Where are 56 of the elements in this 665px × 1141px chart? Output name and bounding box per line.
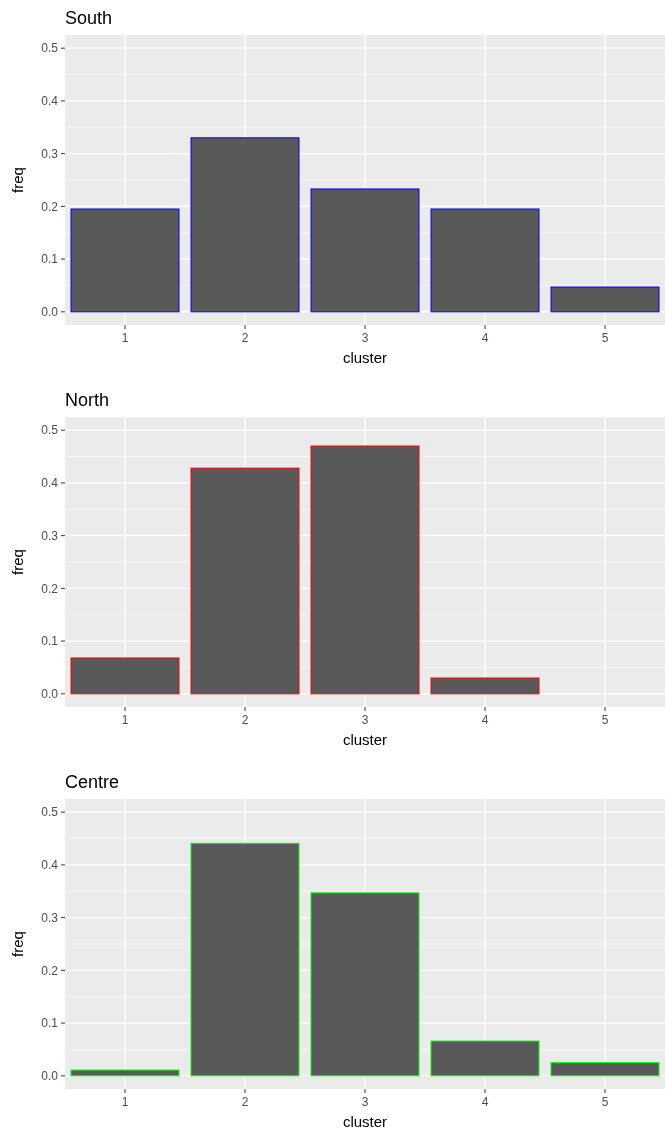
x-tick-label: 3 — [361, 331, 369, 345]
bar — [190, 467, 300, 695]
y-axis-title: freq — [9, 931, 26, 957]
x-tick-label: 3 — [361, 713, 369, 727]
y-tick-label: 0.0 — [41, 687, 59, 702]
bar — [430, 677, 540, 695]
bar — [550, 1062, 660, 1077]
y-tick-label: 0.2 — [41, 199, 59, 214]
bar — [430, 1040, 540, 1077]
x-tick-label: 2 — [241, 331, 249, 345]
y-tick-label: 0.4 — [41, 94, 59, 109]
bar — [190, 842, 300, 1077]
x-tick-label: 2 — [241, 713, 249, 727]
y-axis-title: freq — [9, 167, 26, 193]
x-tick-label: 5 — [601, 331, 609, 345]
x-tick-label: 1 — [121, 1095, 129, 1109]
bar — [310, 892, 420, 1077]
x-tick-label: 3 — [361, 1095, 369, 1109]
x-tick-label: 4 — [481, 713, 489, 727]
bar — [310, 188, 420, 313]
bar — [70, 657, 180, 695]
y-tick-label: 0.3 — [41, 910, 59, 925]
y-tick-label: 0.2 — [41, 963, 59, 978]
x-tick-label: 1 — [121, 331, 129, 345]
x-axis-title: cluster — [342, 349, 388, 366]
x-axis-title: cluster — [342, 1113, 388, 1130]
chart-title: North — [65, 390, 110, 410]
bar — [70, 1069, 180, 1077]
y-tick-label: 0.5 — [41, 805, 59, 820]
y-tick-label: 0.1 — [41, 634, 59, 649]
y-tick-label: 0.4 — [41, 858, 59, 873]
y-tick-label: 0.3 — [41, 146, 59, 161]
y-tick-label: 0.0 — [41, 305, 59, 320]
chart-title: South — [65, 8, 113, 28]
x-tick-label: 4 — [481, 331, 489, 345]
y-tick-label: 0.1 — [41, 1016, 59, 1031]
bar — [70, 208, 180, 313]
x-tick-label: 5 — [601, 713, 609, 727]
y-tick-label: 0.3 — [41, 528, 59, 543]
y-tick-label: 0.2 — [41, 581, 59, 596]
y-axis-title: freq — [9, 549, 26, 575]
y-tick-label: 0.5 — [41, 423, 59, 438]
chart-title: Centre — [65, 772, 120, 792]
x-axis-title: cluster — [342, 731, 388, 748]
y-tick-label: 0.4 — [41, 476, 59, 491]
y-tick-label: 0.1 — [41, 252, 59, 267]
y-tick-label: 0.5 — [41, 41, 59, 56]
x-tick-label: 1 — [121, 713, 129, 727]
bar — [550, 286, 660, 313]
x-tick-label: 2 — [241, 1095, 249, 1109]
bar — [310, 445, 420, 695]
x-tick-label: 4 — [481, 1095, 489, 1109]
y-tick-label: 0.0 — [41, 1069, 59, 1084]
bar — [430, 208, 540, 313]
x-tick-label: 5 — [601, 1095, 609, 1109]
bar — [190, 137, 300, 313]
